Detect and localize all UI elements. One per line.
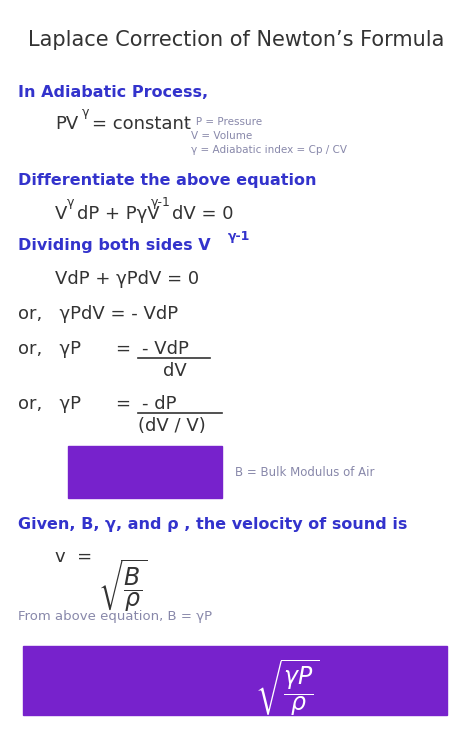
Text: Laplace Correction of Newton’s Formula: Laplace Correction of Newton’s Formula: [28, 30, 444, 50]
Text: or,   γP: or, γP: [18, 395, 81, 413]
Text: V = Volume: V = Volume: [191, 131, 252, 141]
Text: $\sqrt{\dfrac{\gamma P}{\rho}}$: $\sqrt{\dfrac{\gamma P}{\rho}}$: [255, 658, 319, 719]
Text: γ = Adiabatic index = Cp / CV: γ = Adiabatic index = Cp / CV: [191, 145, 347, 155]
Text: B = Bulk Modulus of Air: B = Bulk Modulus of Air: [235, 465, 374, 478]
Text: PV: PV: [55, 115, 78, 133]
Text: Velocity of Sound   =: Velocity of Sound =: [43, 672, 217, 689]
Text: dP + PγV: dP + PγV: [77, 205, 160, 223]
Text: - dP: - dP: [142, 395, 177, 413]
Text: $\sqrt{\dfrac{B}{\rho}}$: $\sqrt{\dfrac{B}{\rho}}$: [98, 558, 148, 615]
Text: dV: dV: [163, 362, 187, 380]
Text: ,  P = Pressure: , P = Pressure: [186, 117, 262, 127]
FancyBboxPatch shape: [68, 446, 222, 498]
Text: γ-1: γ-1: [151, 196, 171, 209]
Text: = constant: = constant: [92, 115, 191, 133]
Text: V: V: [55, 205, 67, 223]
Text: =: =: [115, 395, 130, 413]
Text: Given, B, γ, and ρ , the velocity of sound is: Given, B, γ, and ρ , the velocity of sou…: [18, 517, 407, 532]
Text: γ: γ: [82, 106, 90, 119]
FancyBboxPatch shape: [23, 646, 447, 715]
Text: or,   γP: or, γP: [18, 340, 81, 358]
Text: or,   γPdV = - VdP: or, γPdV = - VdP: [18, 305, 178, 323]
Text: In Adiabatic Process,: In Adiabatic Process,: [18, 85, 208, 100]
Text: γP  =  B: γP = B: [99, 462, 191, 482]
Text: Differentiate the above equation: Differentiate the above equation: [18, 173, 317, 188]
Text: dV = 0: dV = 0: [172, 205, 234, 223]
Text: From above equation, B = γP: From above equation, B = γP: [18, 610, 212, 623]
Text: (dV / V): (dV / V): [138, 417, 206, 435]
Text: =: =: [115, 340, 130, 358]
Text: γ-1: γ-1: [228, 230, 250, 243]
Text: VdP + γPdV = 0: VdP + γPdV = 0: [55, 270, 199, 288]
Text: γ: γ: [67, 196, 75, 209]
Text: Dividing both sides V: Dividing both sides V: [18, 238, 211, 253]
Text: v  =: v =: [55, 548, 92, 566]
Text: - VdP: - VdP: [142, 340, 189, 358]
